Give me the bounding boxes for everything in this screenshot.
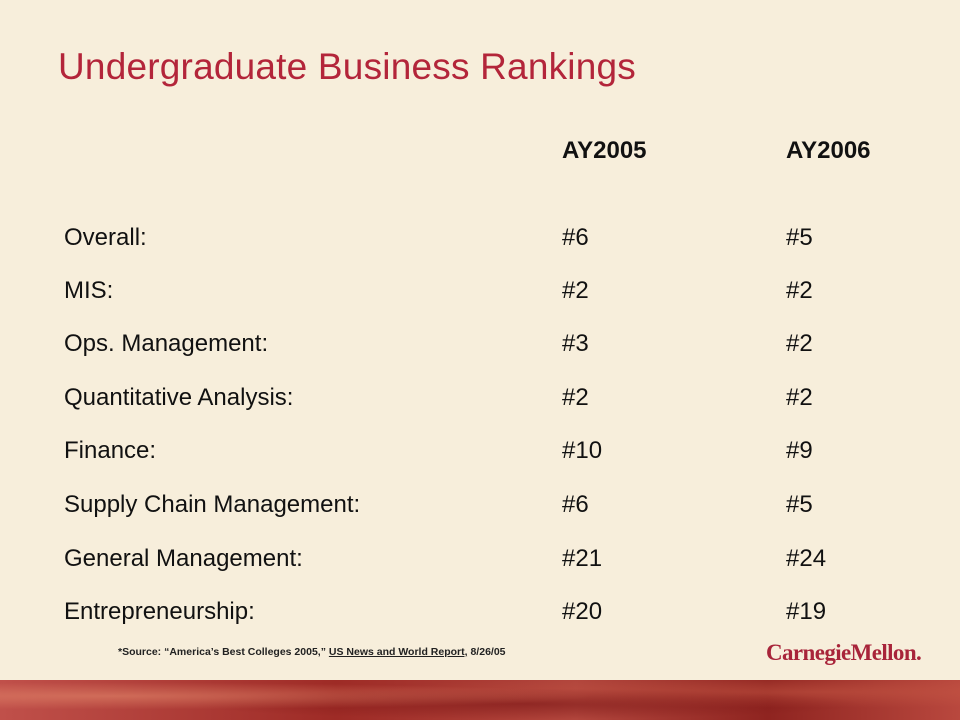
column-header-ay2006: AY2006 [786, 137, 871, 164]
ay2005-value: #20 [562, 598, 603, 625]
row-label: Quantitative Analysis: [64, 384, 294, 411]
source-note: *Source: “America’s Best Colleges 2005,”… [118, 646, 506, 658]
table-row: General Management: #21 #24 [0, 545, 960, 575]
ay2006-value: #2 [786, 330, 813, 357]
column-header-ay2005: AY2005 [562, 137, 647, 164]
ay2006-value: #5 [786, 224, 813, 251]
table-row: Ops. Management: #3 #2 [0, 330, 960, 360]
ay2005-value: #6 [562, 224, 589, 251]
table-row: MIS: #2 #2 [0, 277, 960, 307]
carnegie-mellon-logo: CarnegieMellon. [766, 640, 922, 665]
table-row: Overall: #6 #5 [0, 224, 960, 254]
table-row: Supply Chain Management: #6 #5 [0, 491, 960, 521]
ay2006-value: #5 [786, 491, 813, 518]
table-row: Quantitative Analysis: #2 #2 [0, 384, 960, 414]
ay2005-value: #21 [562, 545, 603, 572]
ay2005-value: #2 [562, 384, 589, 411]
ay2006-value: #9 [786, 437, 813, 464]
row-label: Entrepreneurship: [64, 598, 255, 625]
row-label: Supply Chain Management: [64, 491, 361, 518]
ay2005-value: #10 [562, 437, 603, 464]
ay2005-value: #6 [562, 491, 589, 518]
table-row: Entrepreneurship: #20 #19 [0, 598, 960, 628]
row-label: General Management: [64, 545, 303, 572]
table-row: Finance: #10 #9 [0, 437, 960, 467]
source-publication: US News and World Report, [328, 646, 468, 658]
ay2006-value: #19 [786, 598, 827, 625]
source-prefix: *Source: “America’s Best Colleges 2005,” [118, 646, 326, 658]
row-label: Finance: [64, 437, 157, 464]
ay2005-value: #3 [562, 330, 589, 357]
ay2006-value: #2 [786, 277, 813, 304]
row-label: Ops. Management: [64, 330, 269, 357]
source-date: 8/26/05 [470, 646, 506, 658]
row-label: MIS: [64, 277, 114, 304]
footer-band [0, 680, 960, 720]
row-label: Overall: [64, 224, 147, 251]
page-title: Undergraduate Business Rankings [58, 46, 636, 87]
ay2006-value: #24 [786, 545, 827, 572]
ay2006-value: #2 [786, 384, 813, 411]
ay2005-value: #2 [562, 277, 589, 304]
